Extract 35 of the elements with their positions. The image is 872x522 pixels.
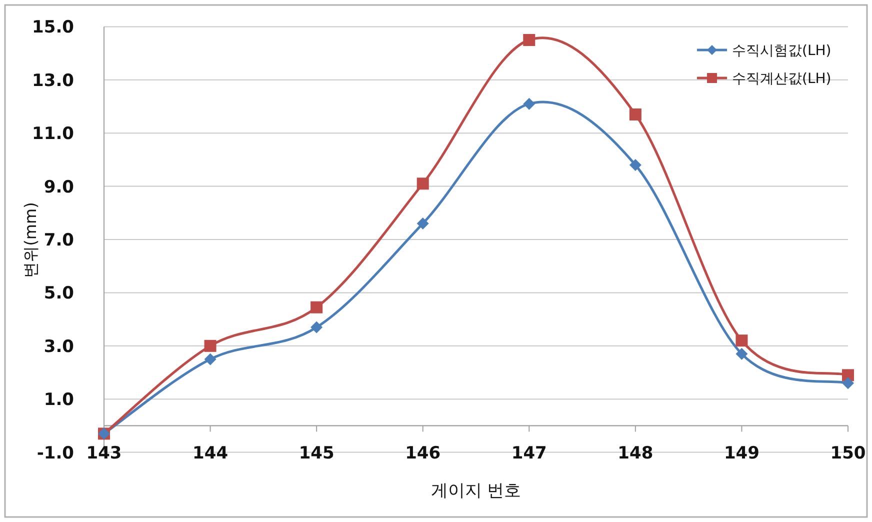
x-tick-label: 145 <box>298 443 334 464</box>
y-tick-label: 15.0 <box>32 18 74 38</box>
point <box>736 334 748 347</box>
x-tick-label: 149 <box>724 443 760 464</box>
point <box>629 108 642 120</box>
point <box>842 369 854 382</box>
x-tick-label: 150 <box>830 443 866 464</box>
y-tick-label: -1.0 <box>36 443 74 464</box>
point <box>523 34 536 46</box>
point <box>629 159 642 172</box>
x-tick-label: 143 <box>86 443 122 464</box>
x-tick-label: 147 <box>511 443 547 464</box>
point <box>310 321 323 334</box>
x-axis-title: 게이지 번호 <box>430 481 522 501</box>
y-tick-label: 11.0 <box>32 124 74 144</box>
x-tick-label: 144 <box>192 443 228 464</box>
point <box>204 353 216 366</box>
point <box>736 348 748 360</box>
point <box>842 377 854 390</box>
point <box>310 301 323 314</box>
x-tick-label: 146 <box>405 443 441 464</box>
y-tick-label: 13.0 <box>32 70 74 91</box>
point <box>416 178 429 190</box>
y-tick-label: 5.0 <box>44 284 74 304</box>
point <box>416 218 429 230</box>
y-tick-label: 9.0 <box>44 177 74 198</box>
point <box>204 340 216 352</box>
y-tick-label: 3.0 <box>44 336 74 357</box>
legend-label: 수직계산값(LH) <box>732 71 832 87</box>
y-tick-label: 7.0 <box>44 230 74 250</box>
point <box>523 98 536 110</box>
legend-label: 수직시험값(LH) <box>732 43 832 59</box>
y-axis-title: 변위(mm) <box>21 202 40 278</box>
y-tick-label: 1.0 <box>44 390 74 410</box>
x-tick-label: 148 <box>618 443 654 464</box>
